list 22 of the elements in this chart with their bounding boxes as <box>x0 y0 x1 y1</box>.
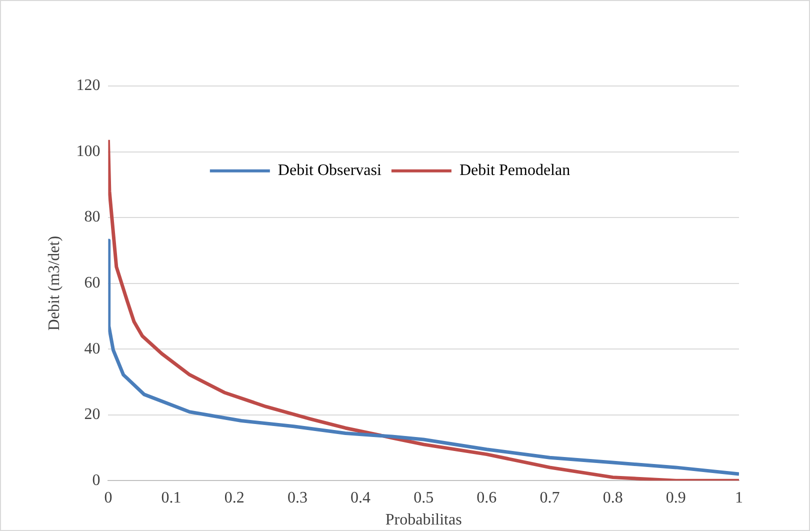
x-tick-label: 0.2 <box>224 489 244 506</box>
x-tick-label: 0 <box>104 489 112 506</box>
y-tick-label: 80 <box>84 208 100 226</box>
x-tick-label: 0.6 <box>476 489 497 506</box>
y-tick-label: 40 <box>84 340 100 358</box>
y-tick-label: 0 <box>92 472 100 489</box>
x-tick-label: 0.3 <box>287 489 308 506</box>
x-tick-label: 0.7 <box>540 489 560 506</box>
x-axis-title: Probabilitas <box>385 512 462 529</box>
x-tick-label: 0.4 <box>350 489 371 506</box>
legend-label: Debit Observasi <box>278 162 382 180</box>
y-tick-label: 100 <box>76 142 100 160</box>
legend-label: Debit Pemodelan <box>459 162 570 180</box>
x-tick-label: 0.8 <box>602 489 623 506</box>
x-tick-label: 0.5 <box>414 489 434 506</box>
y-tick-label: 20 <box>84 406 100 424</box>
x-tick-label: 1 <box>735 489 743 506</box>
y-tick-label: 120 <box>76 77 100 94</box>
y-tick-label: 60 <box>84 274 100 292</box>
x-tick-label: 0.1 <box>161 489 182 506</box>
x-tick-label: 0.9 <box>666 489 686 506</box>
y-axis-title: Debit (m3/det) <box>46 236 63 331</box>
